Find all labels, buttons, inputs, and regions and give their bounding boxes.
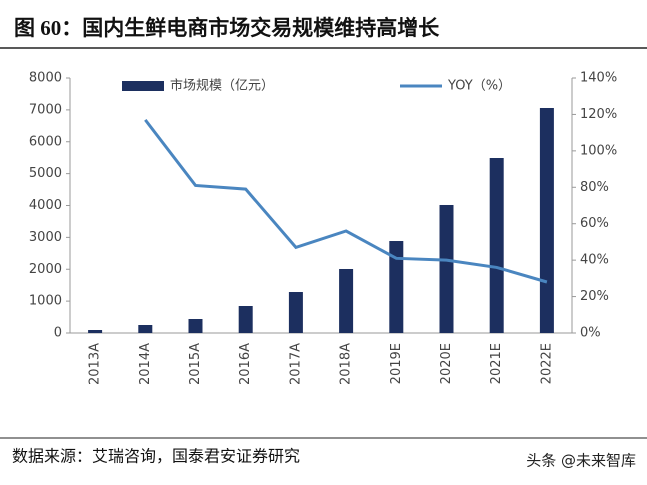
y2-tick-label: 40%	[580, 253, 609, 268]
x-tick-label: 2019E	[389, 343, 404, 384]
x-tick-label: 2020E	[439, 343, 454, 384]
legend-label: 市场规模（亿元）	[170, 78, 274, 94]
x-tick-label: 2013A	[88, 343, 103, 385]
bar	[439, 204, 454, 333]
y-tick-label: 4000	[29, 198, 62, 213]
y-tick-label: 7000	[29, 102, 62, 117]
y-tick-label: 1000	[29, 294, 62, 309]
x-tick-label: 2018A	[339, 343, 354, 385]
legend-swatch	[122, 81, 164, 91]
line	[144, 118, 548, 284]
bar	[288, 292, 303, 333]
bar	[138, 324, 153, 333]
source: 数据来源：艾瑞咨询，国泰君安证券研究	[12, 448, 300, 466]
watermark: 头条 @未来智库	[526, 452, 636, 470]
chart-title: 图 60：国内生鲜电商市场交易规模维持高增长	[14, 16, 440, 40]
y-tick-label: 5000	[29, 166, 62, 181]
y-tick-label: 8000	[29, 71, 62, 86]
y-tick-label: 6000	[29, 134, 62, 149]
bar	[188, 319, 203, 333]
x-tick-label: 2014A	[138, 343, 153, 385]
y-tick-label: 3000	[29, 230, 62, 245]
x-tick-label: 2015A	[188, 343, 203, 385]
bar	[339, 268, 354, 333]
bar	[389, 241, 404, 333]
bar	[489, 158, 504, 333]
bar	[238, 306, 253, 333]
bar	[539, 107, 554, 333]
bar	[88, 330, 103, 333]
x-tick-label: 2022E	[539, 343, 554, 384]
y-tick-label: 0	[54, 326, 62, 341]
legend-label: YOY（%）	[447, 79, 511, 94]
y2-tick-label: 120%	[580, 107, 617, 122]
y2-tick-label: 20%	[580, 289, 609, 304]
x-tick-label: 2021E	[489, 343, 504, 384]
y2-tick-label: 100%	[580, 143, 617, 158]
x-tick-label: 2016A	[238, 343, 253, 385]
y2-tick-label: 140%	[580, 71, 617, 86]
y2-tick-label: 60%	[580, 216, 609, 231]
y-tick-label: 2000	[29, 262, 62, 277]
x-tick-label: 2017A	[288, 343, 303, 385]
y2-tick-label: 80%	[580, 180, 609, 195]
y2-tick-label: 0%	[580, 326, 601, 341]
